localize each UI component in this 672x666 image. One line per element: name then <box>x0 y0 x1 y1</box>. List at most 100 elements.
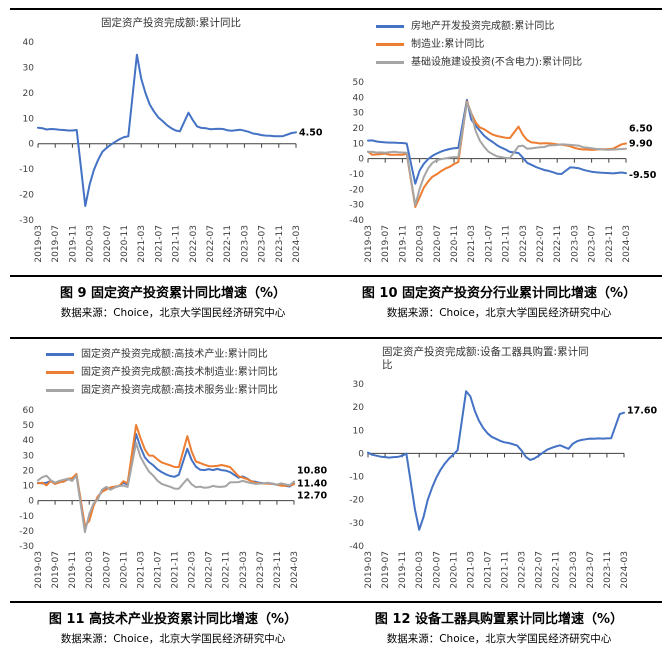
svg-text:2022-03: 2022-03 <box>518 551 528 589</box>
svg-text:0: 0 <box>358 449 364 459</box>
svg-text:2020-11: 2020-11 <box>119 551 129 589</box>
svg-text:-10: -10 <box>349 472 364 482</box>
svg-text:2020-07: 2020-07 <box>103 225 113 263</box>
figure-9-panel: 固定资产投资完成额:累计同比 -30 -20 -10 0 10 20 30 40 2019-03… <box>12 17 330 272</box>
svg-text:2021-11: 2021-11 <box>172 225 182 263</box>
section-divider <box>10 600 662 603</box>
svg-text:2021-03: 2021-03 <box>137 225 147 263</box>
svg-text:10: 10 <box>353 426 365 436</box>
section-figures-9-10: 固定资产投资完成额:累计同比 -30 -20 -10 0 10 20 30 40 2019-03… <box>10 8 662 327</box>
svg-text:2021-11: 2021-11 <box>171 551 181 589</box>
fig10-series-line-0 <box>367 98 627 185</box>
svg-text:2023-07: 2023-07 <box>256 551 266 589</box>
svg-text:2019-11: 2019-11 <box>68 225 78 263</box>
caption-row-bottom: 图 11 高技术产业投资累计同比增速（%） 图 12 设备工器具购置累计同比增速… <box>10 603 662 629</box>
svg-text:2019-03: 2019-03 <box>34 551 44 589</box>
svg-text:2024-03: 2024-03 <box>290 551 300 589</box>
legend-label: 制造业:累计同比 <box>411 38 485 50</box>
svg-text:2022-07: 2022-07 <box>535 551 545 589</box>
svg-text:2019-11: 2019-11 <box>398 551 408 589</box>
series-end-label: -9.50 <box>629 170 657 181</box>
legend-line-swatch <box>376 42 404 46</box>
figure-10-chart: -40 -30 -20 -10 0 10 20 30 40 50 2019-03 2019-07 201… <box>342 74 660 272</box>
series-end-label: 10.80 <box>297 465 327 476</box>
svg-text:0: 0 <box>358 154 364 164</box>
svg-text:2022-03: 2022-03 <box>188 551 198 589</box>
legend-label: 房地产开发投资完成额:累计同比 <box>411 20 555 32</box>
figure-12-chart: -40 -30 -20 -10 0 10 20 30 2019-03 2019-07 2019-11… <box>342 376 660 598</box>
charts-row-bottom: 固定资产投资完成额:高技术产业:累计同比 固定资产投资完成额:高技术制造业:累计同… <box>10 339 662 601</box>
svg-text:30: 30 <box>23 63 35 73</box>
legend-label: 固定资产投资完成额:高技术产业:累计同比 <box>81 348 268 360</box>
legend-label: 基础设施建设投资(不含电力):累计同比 <box>411 56 583 68</box>
svg-text:2020-03: 2020-03 <box>86 225 96 263</box>
svg-text:-20: -20 <box>349 496 364 506</box>
svg-text:0: 0 <box>28 497 34 507</box>
figure-11-chart: -30 -20 -10 0 10 20 30 40 50 60 2019-03 2019-07 2019… <box>12 402 330 598</box>
series-end-label: 11.40 <box>297 478 327 489</box>
fig10-series-line-2 <box>367 101 627 206</box>
legend-item: 房地产开发投资完成额:累计同比 <box>376 21 660 32</box>
svg-text:20: 20 <box>23 466 35 476</box>
svg-text:2022-11: 2022-11 <box>223 225 233 263</box>
svg-text:10: 10 <box>23 481 35 491</box>
figure-11-legend: 固定资产投资完成额:高技术产业:累计同比 固定资产投资完成额:高技术制造业:累计同… <box>46 349 330 396</box>
fig12-series-line-0 <box>367 390 625 531</box>
legend-line-swatch <box>46 388 74 392</box>
svg-text:2019-03: 2019-03 <box>364 225 374 263</box>
svg-text:-30: -30 <box>349 200 364 210</box>
svg-text:2021-03: 2021-03 <box>136 551 146 589</box>
svg-text:-10: -10 <box>349 170 364 180</box>
svg-text:2022-11: 2022-11 <box>552 551 562 589</box>
svg-text:2024-03: 2024-03 <box>292 225 302 263</box>
svg-text:2023-03: 2023-03 <box>239 551 249 589</box>
svg-text:2021-11: 2021-11 <box>501 551 511 589</box>
svg-text:2020-03: 2020-03 <box>85 551 95 589</box>
svg-text:2021-07: 2021-07 <box>153 551 163 589</box>
svg-text:-20: -20 <box>19 190 34 200</box>
series-end-label: 4.50 <box>299 127 323 138</box>
svg-text:20: 20 <box>353 124 365 134</box>
svg-text:2023-07: 2023-07 <box>586 551 596 589</box>
svg-text:2021-07: 2021-07 <box>483 551 493 589</box>
svg-text:40: 40 <box>23 436 35 446</box>
figure-9-chart: -30 -20 -10 0 10 20 30 40 2019-03 2019-07 2019-11 2… <box>12 34 330 272</box>
legend-item: 制造业:累计同比 <box>376 39 660 50</box>
svg-text:-20: -20 <box>349 185 364 195</box>
figure-12-caption: 图 12 设备工器具购置累计同比增速（%） <box>374 611 624 627</box>
svg-text:2022-07: 2022-07 <box>205 551 215 589</box>
svg-text:2022-11: 2022-11 <box>222 551 232 589</box>
svg-text:2022-11: 2022-11 <box>553 225 563 263</box>
figure-12-panel: 固定资产投资完成额:设备工器具购置:累计同比 -40 -30 -20 -10 0 10 20… <box>342 346 660 598</box>
fig12-canvas: -40 -30 -20 -10 0 10 20 30 2019-03 2019-07 2019-11… <box>349 380 657 589</box>
svg-text:2021-07: 2021-07 <box>484 225 494 263</box>
svg-text:-10: -10 <box>19 165 34 175</box>
series-end-label: 12.70 <box>297 490 327 501</box>
svg-text:2019-11: 2019-11 <box>68 551 78 589</box>
section-divider <box>10 274 662 277</box>
section-figures-11-12: 固定资产投资完成额:高技术产业:累计同比 固定资产投资完成额:高技术制造业:累计同… <box>10 336 662 653</box>
figure-10-source: 数据来源：Choice，北京大学国民经济研究中心 <box>386 306 612 319</box>
svg-text:30: 30 <box>23 451 35 461</box>
source-row-bottom: 数据来源：Choice，北京大学国民经济研究中心 数据来源：Choice，北京大… <box>10 629 662 653</box>
svg-text:2019-03: 2019-03 <box>34 225 44 263</box>
figure-9-source: 数据来源：Choice，北京大学国民经济研究中心 <box>60 306 286 319</box>
svg-text:2019-07: 2019-07 <box>381 551 391 589</box>
figure-12-title: 固定资产投资完成额:设备工器具购置:累计同比 <box>382 345 589 372</box>
legend-line-swatch <box>376 24 404 28</box>
figure-9-title: 固定资产投资完成额:累计同比 <box>100 17 242 29</box>
figure-10-caption: 图 10 固定资产投资分行业累计同比增速（%） <box>361 285 637 301</box>
svg-text:-20: -20 <box>19 527 34 537</box>
svg-text:2019-11: 2019-11 <box>398 225 408 263</box>
svg-text:2021-03: 2021-03 <box>467 225 477 263</box>
fig9-series-line-0 <box>37 53 297 207</box>
legend-line-swatch <box>46 370 74 374</box>
svg-text:-30: -30 <box>19 216 34 226</box>
source-row-top: 数据来源：Choice，北京大学国民经济研究中心 数据来源：Choice，北京大… <box>10 303 662 327</box>
svg-text:0: 0 <box>28 139 34 149</box>
svg-text:-30: -30 <box>349 519 364 529</box>
svg-text:60: 60 <box>23 406 35 416</box>
svg-text:2020-03: 2020-03 <box>415 551 425 589</box>
series-end-label: 9.90 <box>629 138 653 149</box>
